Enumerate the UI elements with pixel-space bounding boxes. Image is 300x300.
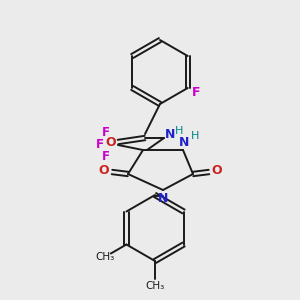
- Text: N: N: [158, 191, 168, 205]
- Text: CH₃: CH₃: [146, 281, 165, 291]
- Text: H: H: [191, 131, 199, 141]
- Text: F: F: [102, 127, 110, 140]
- Text: O: O: [212, 164, 222, 178]
- Text: F: F: [96, 139, 104, 152]
- Text: O: O: [106, 136, 116, 148]
- Text: N: N: [179, 136, 189, 149]
- Text: F: F: [191, 85, 200, 98]
- Text: CH₃: CH₃: [95, 252, 114, 262]
- Text: F: F: [102, 151, 110, 164]
- Text: O: O: [99, 164, 109, 178]
- Text: H: H: [175, 126, 183, 136]
- Text: N: N: [165, 128, 175, 142]
